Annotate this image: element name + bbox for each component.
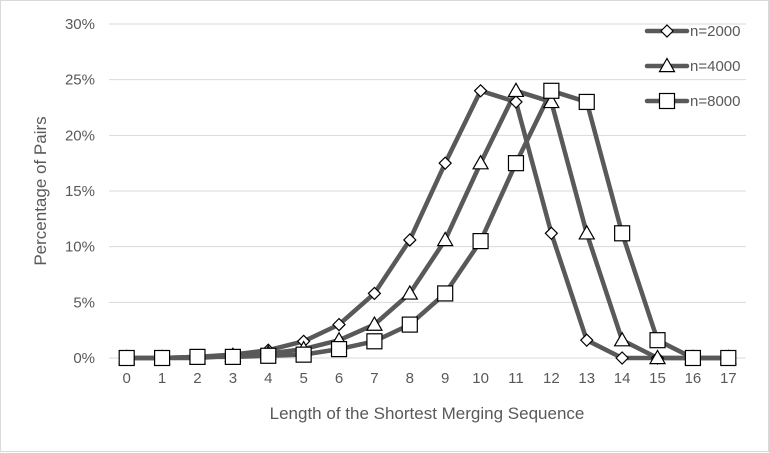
data-point-n=8000 [153, 349, 171, 367]
x-tick-label: 2 [193, 370, 201, 387]
data-point-n=8000 [260, 347, 277, 364]
x-tick-label: 14 [614, 370, 631, 387]
legend: n=2000 n=4000 n=8000 [644, 23, 740, 110]
series-line-n=8000 [124, 88, 731, 361]
x-tick-label: 1 [158, 370, 166, 387]
data-point-n=4000 [648, 349, 667, 365]
y-tick-label: 30% [65, 16, 95, 33]
data-point-n=8000 [330, 340, 348, 358]
x-tick-label: 16 [685, 370, 702, 387]
y-tick-label: 20% [65, 127, 95, 144]
data-point-n=8000 [684, 349, 702, 367]
data-point-n=2000 [615, 351, 629, 365]
data-point-n=8000 [366, 333, 383, 350]
legend-swatch-marker [658, 92, 676, 110]
y-tick-label: 5% [73, 294, 95, 311]
x-tick-label: 0 [123, 370, 131, 387]
x-tick-label: 3 [229, 370, 237, 387]
data-point-n=4000 [613, 331, 631, 347]
data-point-n=8000 [614, 225, 631, 242]
legend-item: n=8000 [644, 92, 740, 110]
data-point-n=8000 [578, 93, 595, 111]
data-point-n=4000 [542, 93, 560, 109]
data-point-n=2000 [473, 83, 488, 98]
y-tick-label: 10% [65, 239, 95, 256]
data-point-n=8000 [295, 346, 312, 363]
y-tick-label: 15% [65, 183, 95, 200]
y-axis-title: Percentage of Pairs [31, 116, 50, 265]
axis-layer: 0%5%10%15%20%25%30%0 1 2 3 4 5 6 7 8 9 10 11 12 13 14 1… [65, 16, 737, 387]
data-point-n=8000 [720, 349, 737, 367]
x-tick-label: 6 [335, 370, 343, 387]
data-point-n=8000 [118, 349, 135, 367]
x-tick-label: 17 [720, 370, 737, 387]
data-point-n=4000 [436, 231, 454, 247]
series-layer [124, 88, 731, 361]
data-point-n=8000 [649, 332, 666, 349]
x-tick-label: 7 [370, 370, 378, 387]
series-line-n=4000 [124, 88, 731, 361]
legend-label: n=4000 [690, 58, 740, 75]
legend-swatch-marker [658, 57, 676, 73]
x-tick-label: 8 [406, 370, 414, 387]
series-line-n=2000 [124, 88, 731, 361]
data-point-n=8000 [437, 285, 454, 302]
x-tick-label: 9 [441, 370, 449, 387]
data-point-n=8000 [189, 348, 206, 365]
data-point-n=2000 [402, 233, 417, 247]
data-point-n=2000 [509, 95, 523, 109]
data-point-n=8000 [401, 316, 418, 333]
legend-label: n=8000 [690, 93, 740, 110]
x-tick-label: 15 [649, 370, 666, 387]
data-point-n=4000 [578, 224, 596, 240]
data-point-n=8000 [224, 348, 241, 365]
legend-swatch-marker [660, 24, 674, 38]
y-tick-label: 25% [65, 72, 95, 89]
x-tick-label: 13 [578, 370, 595, 387]
data-point-n=2000 [332, 317, 346, 332]
data-point-n=2000 [438, 156, 453, 171]
x-tick-label: 12 [543, 370, 560, 387]
data-point-n=4000 [507, 82, 525, 98]
x-axis-title: Length of the Shortest Merging Sequence [270, 404, 585, 423]
data-point-n=4000 [472, 154, 490, 170]
data-point-n=8000 [472, 233, 489, 250]
legend-item: n=4000 [644, 57, 740, 75]
data-point-n=8000 [543, 82, 560, 99]
data-point-n=2000 [544, 226, 559, 241]
grid-layer [109, 23, 746, 359]
x-tick-label: 11 [508, 370, 524, 387]
x-tick-label: 5 [299, 370, 307, 387]
legend-item: n=2000 [644, 23, 740, 40]
x-tick-label: 10 [472, 370, 489, 387]
marker-layer [118, 82, 737, 367]
data-point-n=8000 [507, 155, 525, 172]
x-tick-label: 4 [264, 370, 272, 387]
data-point-n=4000 [401, 284, 419, 300]
data-point-n=2000 [367, 286, 382, 301]
y-tick-label: 0% [73, 350, 95, 367]
legend-label: n=2000 [690, 23, 740, 40]
data-point-n=4000 [365, 315, 383, 331]
data-point-n=2000 [579, 333, 594, 348]
